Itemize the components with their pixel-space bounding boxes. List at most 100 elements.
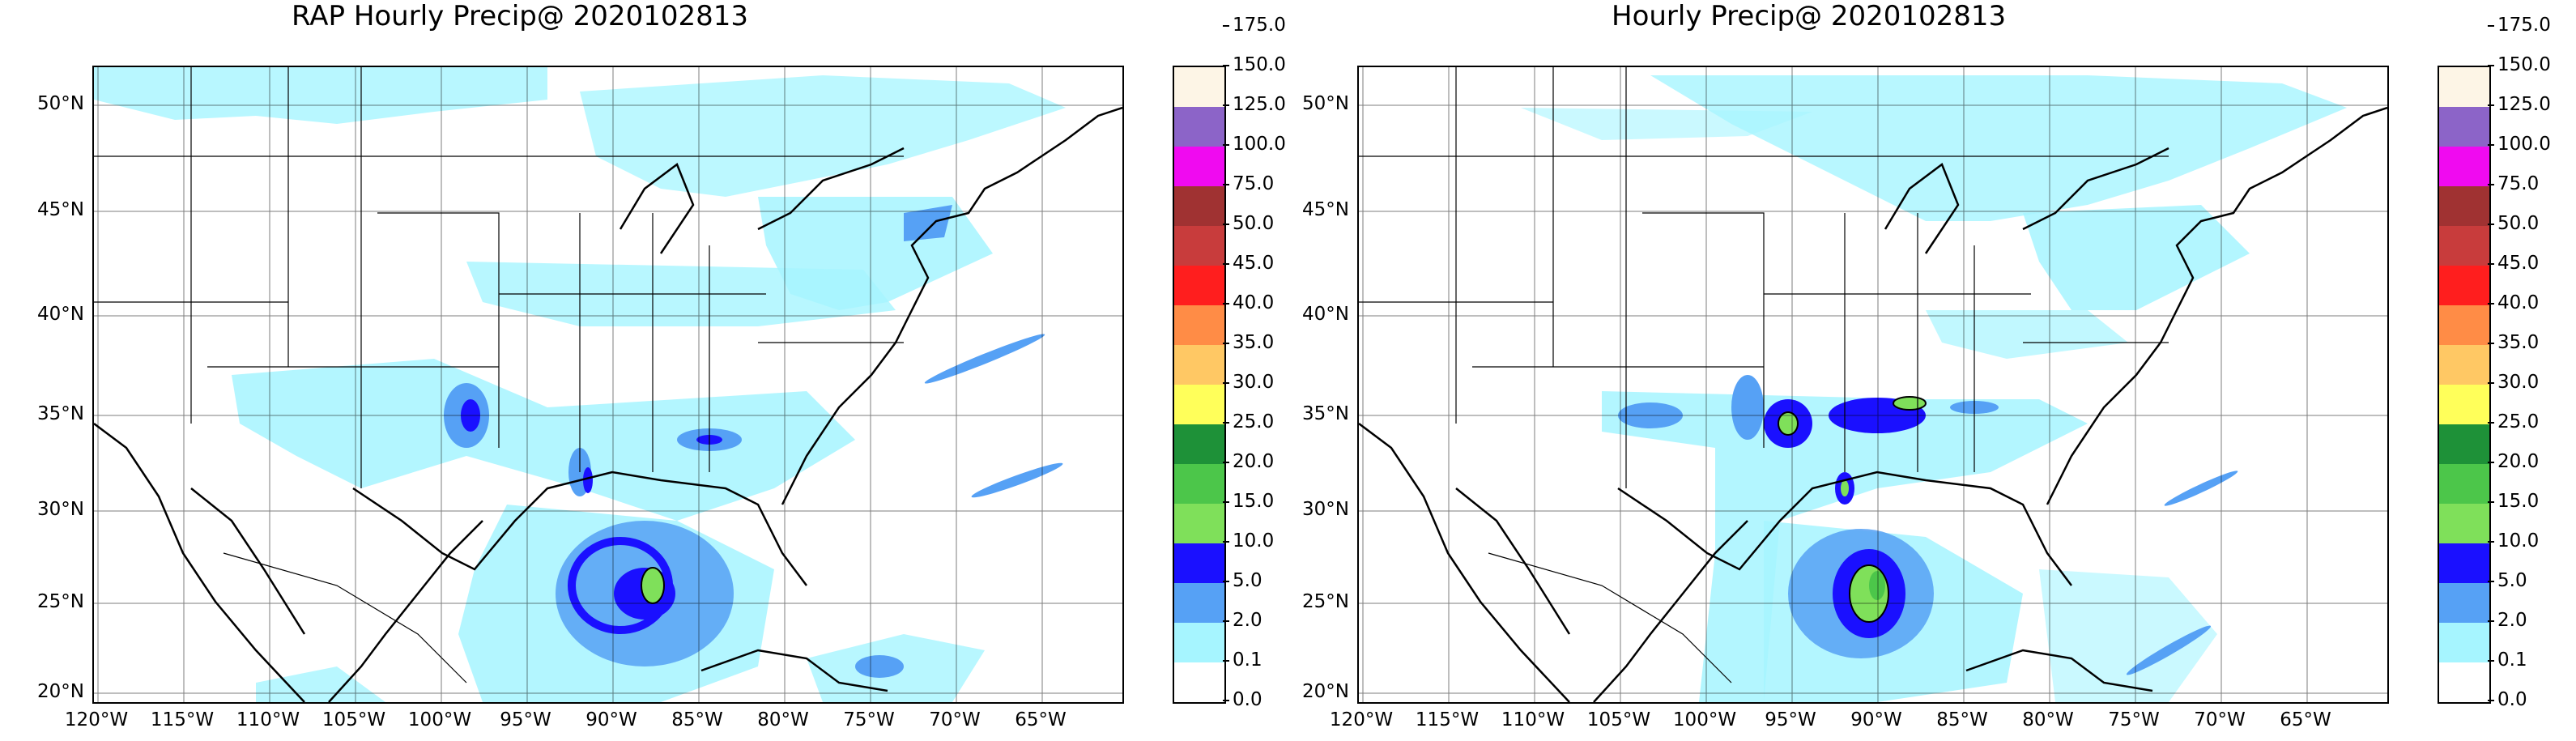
left-lat-label-20: 20°N xyxy=(37,681,84,702)
right-colorbar-label: 175.0 xyxy=(2497,15,2551,36)
right-gridlines xyxy=(1359,67,2387,702)
right-colorbar-segment xyxy=(2439,107,2489,147)
left-colorbar-segment xyxy=(1174,583,1224,623)
left-colorbar-segment xyxy=(1174,266,1224,305)
left-colorbar-tick xyxy=(1223,541,1229,543)
right-lat-label-25: 25°N xyxy=(1302,591,1349,612)
left-colorbar-segment xyxy=(1174,107,1224,147)
right-colorbar-tick xyxy=(2488,422,2494,424)
right-colorbar-tick xyxy=(2488,184,2494,185)
left-colorbar-tick xyxy=(1223,382,1229,384)
right-colorbar-tick xyxy=(2488,303,2494,304)
left-colorbar-label: 125.0 xyxy=(1233,94,1286,115)
left-lon-label-70: 70°W xyxy=(929,709,981,730)
left-colorbar-label: 75.0 xyxy=(1233,173,1275,194)
right-map-graphic xyxy=(1359,67,2387,702)
left-colorbar-segment xyxy=(1174,504,1224,543)
right-colorbar-segment xyxy=(2439,345,2489,385)
left-colorbar-label: 10.0 xyxy=(1233,530,1275,551)
right-colorbar-tick xyxy=(2488,224,2494,225)
right-colorbar-labels: 0.0 0.1 2.0 5.0 10.0 15.0 20.0 25.0 30.0 35.0 40.0… xyxy=(2488,15,2575,710)
right-colorbar-tick xyxy=(2488,462,2494,463)
left-lat-label-40: 40°N xyxy=(37,304,84,325)
left-colorbar-labels: 0.0 0.1 2.0 5.0 10.0 15.0 20.0 25.0 30.0 35.0 40.0… xyxy=(1223,15,1326,710)
right-colorbar-label: 10.0 xyxy=(2497,530,2540,551)
right-map-canvas xyxy=(1357,66,2389,704)
right-colorbar-label: 15.0 xyxy=(2497,491,2540,512)
right-lat-label-20: 20°N xyxy=(1302,681,1349,702)
left-lat-label-35: 35°N xyxy=(37,403,84,424)
right-colorbar-segment xyxy=(2439,67,2489,107)
right-colorbar-label: 75.0 xyxy=(2497,173,2540,194)
left-colorbar-segment xyxy=(1174,623,1224,662)
left-colorbar-tick xyxy=(1223,422,1229,424)
right-lon-label-95: 95°W xyxy=(1765,709,1816,730)
right-colorbar-tick xyxy=(2488,144,2494,146)
right-colorbar-segment xyxy=(2439,583,2489,623)
right-colorbar-tick xyxy=(2488,541,2494,543)
left-colorbar-tick xyxy=(1223,700,1229,701)
right-colorbar-segment xyxy=(2439,504,2489,543)
right-colorbar-tick xyxy=(2488,263,2494,265)
right-colorbar-segment xyxy=(2439,543,2489,583)
right-colorbar-tick xyxy=(2488,620,2494,622)
right-lat-label-40: 40°N xyxy=(1302,304,1349,325)
left-colorbar-segment xyxy=(1174,662,1224,702)
left-lon-label-80: 80°W xyxy=(757,709,809,730)
right-borders xyxy=(1359,67,2169,684)
left-colorbar-tick xyxy=(1223,184,1229,185)
left-colorbar-segment xyxy=(1174,147,1224,186)
right-lon-label-80: 80°W xyxy=(2022,709,2074,730)
right-colorbar-label: 0.1 xyxy=(2497,649,2527,671)
left-lon-label-110: 110°W xyxy=(236,709,300,730)
right-colorbar-label: 30.0 xyxy=(2497,372,2540,393)
left-lon-label-90: 90°W xyxy=(585,709,637,730)
left-colorbar-tick xyxy=(1223,224,1229,225)
left-lat-label-30: 30°N xyxy=(37,499,84,520)
left-colorbar-label: 150.0 xyxy=(1233,54,1286,75)
right-lon-label-120: 120°W xyxy=(1329,709,1394,730)
left-colorbar-label: 0.0 xyxy=(1233,689,1262,710)
right-colorbar-segment xyxy=(2439,305,2489,345)
left-borders xyxy=(94,67,904,684)
right-colorbar-label: 45.0 xyxy=(2497,253,2540,274)
left-colorbar-label: 0.1 xyxy=(1233,649,1262,671)
left-lon-label-100: 100°W xyxy=(407,709,472,730)
left-colorbar-label: 25.0 xyxy=(1233,411,1275,432)
left-colorbar-label: 2.0 xyxy=(1233,610,1262,631)
left-colorbar-label: 175.0 xyxy=(1233,15,1286,36)
left-colorbar-tick xyxy=(1223,104,1229,106)
right-colorbar-label: 25.0 xyxy=(2497,411,2540,432)
right-colorbar-tick xyxy=(2488,700,2494,701)
right-colorbar-segment xyxy=(2439,623,2489,662)
left-lat-label-25: 25°N xyxy=(37,591,84,612)
right-colorbar-label: 0.0 xyxy=(2497,689,2527,710)
left-colorbar-segment xyxy=(1174,424,1224,464)
right-colorbar-label: 20.0 xyxy=(2497,451,2540,472)
right-lat-label-45: 45°N xyxy=(1302,199,1349,220)
left-colorbar-label: 20.0 xyxy=(1233,451,1275,472)
right-colorbar-segment xyxy=(2439,186,2489,226)
right-colorbar-label: 50.0 xyxy=(2497,213,2540,234)
left-colorbar-tick xyxy=(1223,303,1229,304)
right-colorbar-segment xyxy=(2439,226,2489,266)
left-colorbar-tick xyxy=(1223,462,1229,463)
left-colorbar-label: 40.0 xyxy=(1233,292,1275,313)
right-colorbar xyxy=(2438,66,2491,704)
right-lon-label-65: 65°W xyxy=(2280,709,2331,730)
left-colorbar-label: 35.0 xyxy=(1233,332,1275,353)
right-colorbar-segment xyxy=(2439,266,2489,305)
right-lon-label-75: 75°W xyxy=(2108,709,2160,730)
right-colorbar-tick xyxy=(2488,343,2494,344)
left-map-title: RAP Hourly Precip@ 2020102813 xyxy=(292,0,748,32)
left-colorbar xyxy=(1173,66,1226,704)
right-colorbar-segment xyxy=(2439,464,2489,504)
left-colorbar-tick xyxy=(1223,263,1229,265)
left-colorbar-tick xyxy=(1223,620,1229,622)
right-colorbar-tick xyxy=(2488,104,2494,106)
left-colorbar-tick xyxy=(1223,65,1229,66)
left-lon-label-65: 65°W xyxy=(1015,709,1067,730)
right-lon-label-100: 100°W xyxy=(1672,709,1737,730)
left-colorbar-tick xyxy=(1223,660,1229,662)
right-colorbar-label: 100.0 xyxy=(2497,134,2551,155)
